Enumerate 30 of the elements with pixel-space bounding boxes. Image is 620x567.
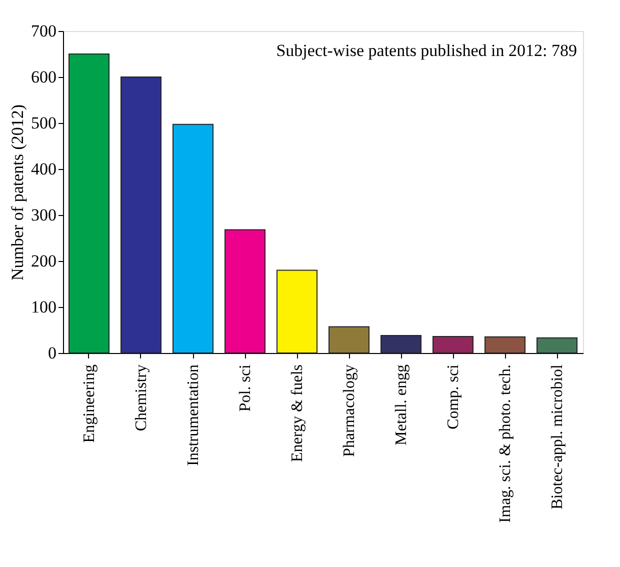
bar	[276, 270, 318, 354]
x-tick-label: Pharmacology	[341, 364, 358, 457]
y-tick-label: 300	[31, 206, 56, 224]
bar	[380, 335, 422, 354]
bar	[328, 326, 370, 354]
y-tick-label: 500	[31, 114, 56, 132]
y-tick-label: 200	[31, 252, 56, 270]
bar	[172, 124, 214, 354]
x-tick-label: Comp. sci	[445, 364, 462, 430]
y-tick-label: 400	[31, 160, 56, 178]
x-tick-label: Pol. sci	[237, 364, 254, 412]
y-axis-title: Number of patents (2012)	[8, 104, 27, 281]
x-tick-label: Imag. sci. & photo. tech.	[497, 364, 514, 523]
y-tick-label: 700	[31, 22, 56, 40]
x-tick-label: Chemistry	[133, 364, 150, 432]
annotation: Subject-wise patents published in 2012: 789	[276, 41, 577, 60]
y-tick-label: 600	[31, 68, 56, 86]
x-tick-label: Biotec-appl. microbiol	[549, 364, 566, 510]
x-tick-label: Energy & fuels	[289, 364, 306, 462]
bar	[224, 229, 266, 354]
bar	[484, 336, 526, 354]
bar	[120, 76, 162, 354]
x-tick-label: Instrumentation	[185, 364, 202, 466]
bar	[536, 337, 578, 354]
x-tick-label: Engineering	[81, 364, 98, 443]
bar	[432, 336, 474, 354]
y-tick-label: 100	[31, 298, 56, 316]
x-tick-label: Metall. engg	[393, 364, 410, 446]
y-tick-label: 0	[48, 344, 56, 362]
bar	[68, 54, 110, 354]
